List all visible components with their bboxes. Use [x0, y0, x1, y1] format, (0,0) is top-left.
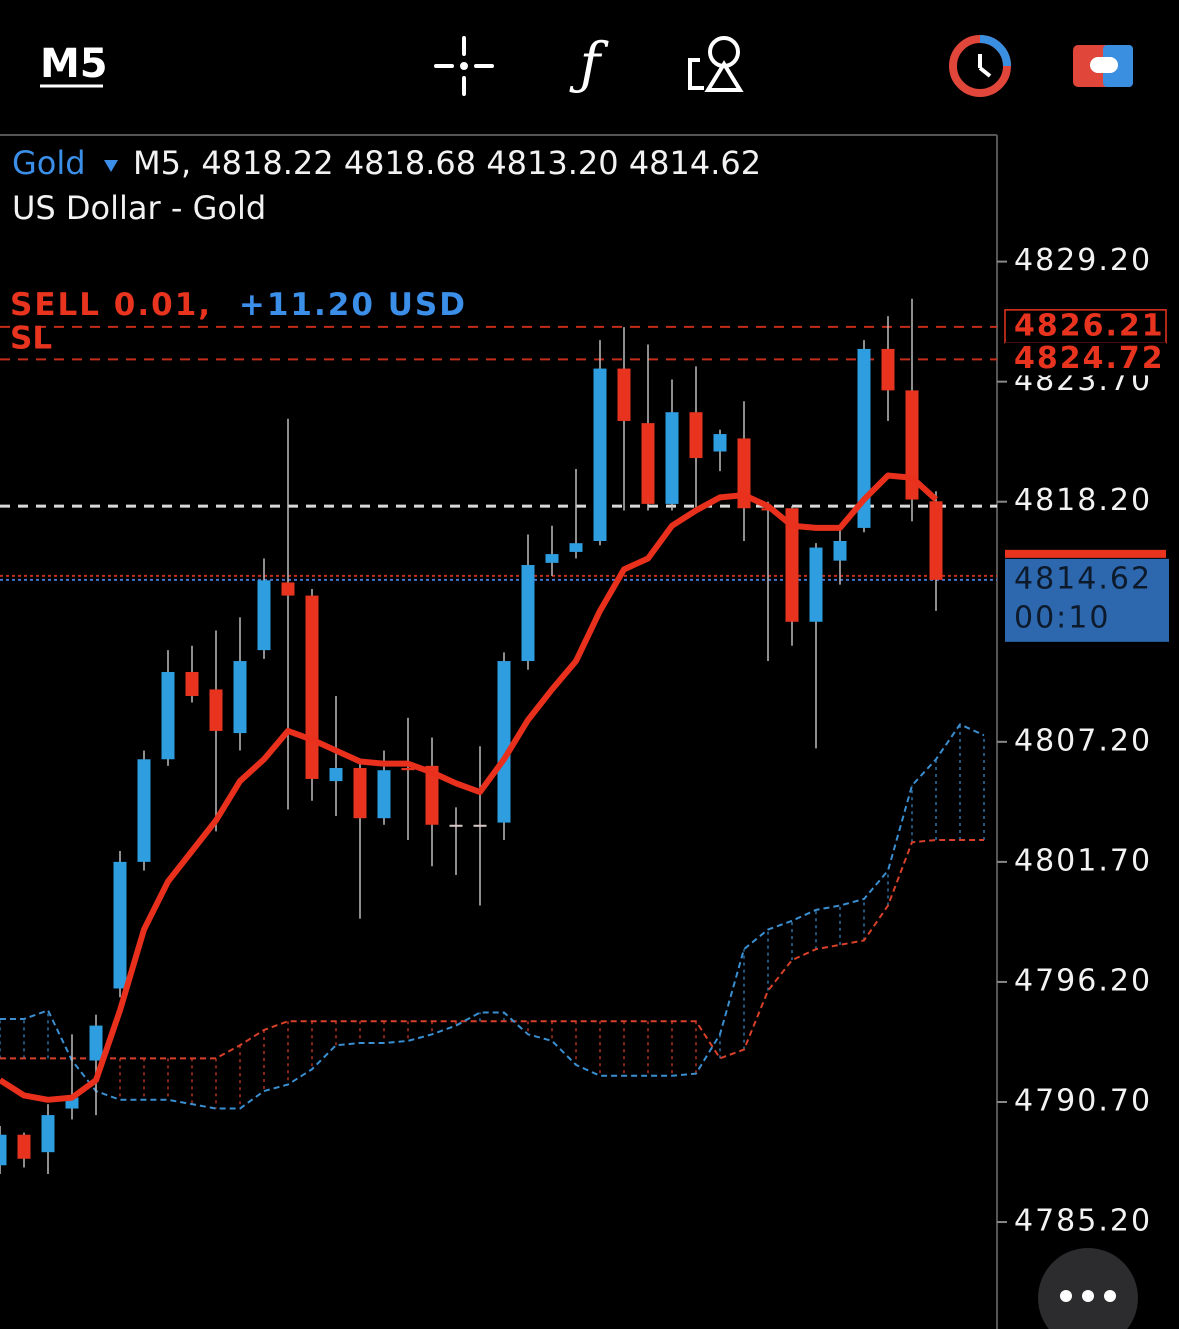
- more-button[interactable]: [1038, 1248, 1138, 1329]
- last-price-label: 4814.62: [1014, 561, 1152, 596]
- price-label: 4824.72: [1014, 341, 1165, 376]
- candle-body: [257, 580, 271, 651]
- candle-body: [401, 768, 415, 771]
- y-tick-label: 4796.20: [1014, 963, 1152, 998]
- candle-body: [473, 824, 487, 827]
- bar-timer: 00:10: [1014, 600, 1110, 635]
- ohlc-info: M5, 4818.22 4818.68 4813.20 4814.62: [133, 144, 761, 182]
- y-tick-label: 4790.70: [1014, 1083, 1152, 1118]
- candle-body: [665, 412, 679, 504]
- candle-body: [377, 770, 391, 819]
- candle-body: [449, 824, 463, 827]
- candle-body: [689, 412, 703, 459]
- candle-body: [305, 595, 319, 779]
- candle-body: [569, 543, 583, 552]
- history-button[interactable]: [949, 35, 1011, 97]
- y-tick-label: 4807.20: [1014, 723, 1152, 758]
- candle-body: [833, 541, 847, 561]
- candle-body: [17, 1134, 31, 1159]
- stop-loss-label: SL: [10, 321, 52, 357]
- indicator-line: [0, 472, 939, 1103]
- indicator-line: [0, 723, 985, 1110]
- candle-body: [785, 508, 799, 622]
- candle-body: [593, 368, 607, 542]
- position-side: SELL 0.01,: [10, 287, 212, 323]
- crosshair-button[interactable]: [434, 36, 494, 96]
- instrument-header: Gold: [12, 144, 86, 182]
- ask-bar: [1005, 549, 1166, 558]
- candle-body: [113, 861, 127, 989]
- candle-body: [497, 661, 511, 823]
- candle-body: [161, 671, 175, 760]
- price-label-box: [1004, 309, 1167, 344]
- candle-body: [905, 390, 919, 500]
- y-tick-label: 4785.20: [1014, 1204, 1152, 1239]
- candle-body: [809, 547, 823, 622]
- candle-body: [329, 768, 343, 782]
- candle-body: [425, 765, 439, 825]
- indicator-line: [0, 839, 984, 1060]
- candle-body: [881, 348, 895, 391]
- objects-button[interactable]: [688, 36, 744, 92]
- y-tick-label: 4818.20: [1014, 483, 1152, 518]
- candle-body: [185, 671, 199, 696]
- candle-body: [521, 565, 535, 662]
- y-tick-label: 4829.20: [1014, 243, 1152, 278]
- price-axis: 4829.204823.704818.204807.204801.704796.…: [997, 243, 1169, 1239]
- candle-body: [233, 661, 247, 734]
- candle-body: [209, 689, 223, 731]
- timeframe-button[interactable]: M5: [40, 41, 108, 87]
- last-price-box: [1005, 558, 1169, 642]
- position-profit: +11.20 USD: [239, 287, 467, 323]
- candle-body: [929, 501, 943, 580]
- instrument-description: US Dollar - Gold: [12, 189, 266, 227]
- plot-area: [0, 298, 997, 1175]
- price-label: 4826.21: [1014, 308, 1165, 343]
- candle-body: [0, 1134, 7, 1166]
- candle-body: [353, 768, 367, 819]
- candle-body: [737, 438, 751, 509]
- candle-body: [41, 1115, 55, 1153]
- position-info: SELL 0.01, +11.20 USD: [10, 287, 467, 323]
- price-label-box: [1005, 342, 1166, 376]
- candle-body: [617, 368, 631, 421]
- candle-body: [641, 423, 655, 504]
- candle-body: [137, 759, 151, 862]
- symbol-dropdown[interactable]: [104, 160, 118, 172]
- symbol[interactable]: Gold: [12, 144, 86, 182]
- candle-body: [713, 434, 727, 452]
- candle-body: [857, 348, 871, 528]
- trade-button[interactable]: [1073, 45, 1133, 87]
- candle-body: [281, 582, 295, 596]
- y-tick-label: 4801.70: [1014, 843, 1152, 878]
- candle-body: [545, 554, 559, 563]
- candle-body: [89, 1025, 103, 1061]
- candle-body: [65, 1097, 79, 1109]
